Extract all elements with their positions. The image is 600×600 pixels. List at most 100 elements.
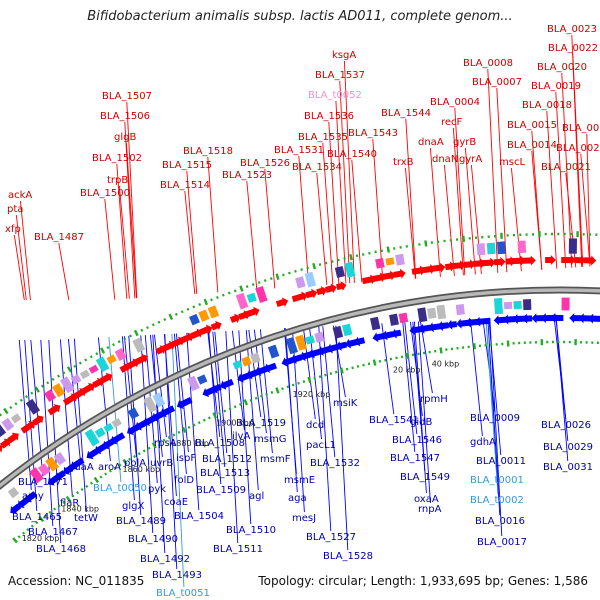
lower-gene-label: uvrB	[150, 458, 173, 469]
lower-gene-label: BLA_1504	[174, 511, 224, 522]
outer-tick	[563, 232, 566, 236]
upper-gene-label: BLA_0015	[507, 120, 557, 131]
inner-tick	[239, 403, 242, 406]
upper-connector-line	[104, 198, 116, 300]
inner-tick	[275, 387, 280, 394]
outer-tick	[25, 395, 28, 399]
inner-tick	[307, 376, 312, 384]
reverse-gene-arrow	[263, 362, 277, 373]
forward-gene-arrow	[291, 291, 308, 303]
outer-tick	[519, 233, 522, 237]
upper-gene-label: BLA_0023	[547, 24, 597, 35]
outer-tick	[506, 234, 509, 237]
lower-gene-label: BLA_1519	[236, 418, 286, 429]
reverse-gene-arrow	[446, 319, 458, 330]
lower-gene-label: BLA_0017	[477, 537, 527, 548]
reverse-gene-arrow	[110, 432, 126, 445]
forward-feature-block	[295, 276, 306, 289]
reverse-feature-block	[436, 304, 447, 320]
outer-tick	[19, 398, 23, 402]
inner-tick	[142, 449, 146, 453]
outer-tick	[151, 323, 155, 327]
lower-gene-label: tetW	[74, 513, 98, 524]
upper-gene-label: BLA_1514	[160, 180, 210, 191]
lower-gene-label: mesJ	[292, 513, 316, 524]
outer-tick	[550, 232, 554, 236]
upper-gene-label: BLA_1487	[34, 232, 84, 243]
outer-tick	[343, 257, 346, 260]
inner-tick	[118, 463, 122, 467]
upper-gene-label: BLA_1507	[102, 91, 152, 102]
inner-tick	[568, 340, 571, 344]
inner-tick	[501, 342, 504, 346]
inner-tick	[38, 515, 45, 523]
lower-gene-label: aroA	[98, 462, 121, 473]
reverse-gene-arrow	[409, 325, 423, 336]
upper-connector-line	[124, 121, 136, 299]
outer-tick	[424, 240, 428, 247]
inner-tick	[151, 442, 157, 449]
reverse-gene-arrow	[578, 313, 594, 324]
reverse-feature-block	[398, 312, 409, 324]
upper-connector-line	[586, 133, 591, 266]
outer-tick	[368, 251, 371, 255]
outer-tick	[34, 386, 40, 393]
scale-label: 20 kbp	[393, 365, 421, 374]
outer-tick	[51, 377, 55, 381]
outer-tick	[78, 361, 82, 365]
forward-feature-block	[334, 266, 345, 278]
outer-tick	[106, 346, 110, 350]
reverse-feature-block	[417, 307, 428, 323]
outer-tick	[163, 317, 167, 322]
reverse-feature-block	[143, 395, 158, 413]
inner-tick	[26, 528, 30, 532]
outer-tick	[386, 246, 391, 253]
upper-gene-label: BLA_0014	[507, 140, 557, 151]
outer-tick	[462, 235, 466, 242]
inner-tick	[75, 491, 80, 495]
forward-gene-arrow	[463, 259, 476, 270]
lower-gene-label: rpsA	[154, 438, 177, 449]
reverse-gene-arrow	[493, 315, 507, 326]
scale-label: 1860 kbp	[123, 465, 161, 474]
outer-tick	[430, 241, 434, 244]
inner-tick	[395, 356, 398, 360]
reverse-gene-arrow	[160, 405, 176, 418]
forward-feature-block	[189, 313, 200, 326]
inner-tick	[99, 475, 103, 479]
backbone-arc	[0, 288, 600, 488]
reverse-gene-arrow	[219, 378, 234, 390]
outer-tick	[146, 326, 149, 330]
inner-tick	[265, 392, 268, 396]
lower-gene-label: BLA_1549	[400, 472, 450, 483]
upper-connector-line	[464, 147, 476, 275]
outer-tick	[57, 374, 60, 378]
lower-gene-label: rnpA	[418, 504, 442, 515]
lower-gene-label: BLA_0016	[475, 516, 525, 527]
reverse-feature-block	[45, 456, 60, 472]
inner-tick	[490, 343, 493, 347]
upper-gene-label: mscL	[499, 157, 525, 168]
forward-feature-block	[59, 376, 75, 394]
upper-gene-label: BLA_0007	[472, 77, 522, 88]
inner-tick	[339, 367, 344, 374]
inner-tick	[512, 342, 515, 345]
outer-tick	[300, 268, 303, 272]
outer-tick	[487, 235, 490, 238]
outer-tick	[3, 407, 9, 415]
inner-tick	[484, 344, 487, 347]
outer-tick	[544, 232, 547, 236]
lower-gene-label: BLA_1532	[310, 458, 360, 469]
forward-feature-block	[235, 292, 249, 310]
forward-gene-arrow	[393, 268, 406, 279]
upper-connector-line	[404, 167, 416, 279]
gene-labels: ackAptaxfpBLA_1487BLA_1500trpBBLA_1502gl…	[5, 24, 600, 599]
inner-tick	[212, 412, 218, 419]
lower-connector-line	[309, 326, 322, 440]
inner-tick	[574, 339, 577, 346]
outer-tick	[251, 283, 255, 287]
upper-connector-line	[186, 170, 198, 294]
upper-gene-label: ksgA	[332, 50, 356, 61]
forward-gene-arrow	[190, 328, 204, 339]
inner-tick	[478, 344, 482, 348]
